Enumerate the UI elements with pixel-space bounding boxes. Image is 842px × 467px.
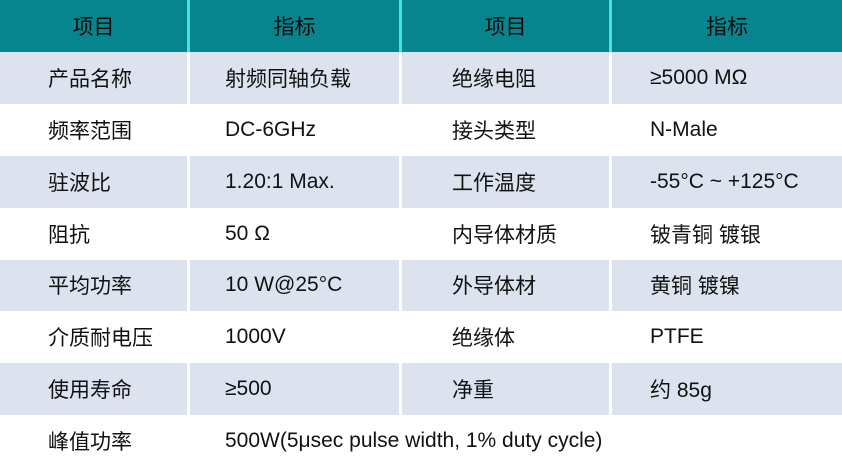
spec-label-cell: 使用寿命 — [0, 363, 190, 416]
spec-value-cell: 1000V — [190, 311, 402, 364]
header-cell-item-right: 项目 — [402, 0, 612, 52]
spec-label-cell: 产品名称 — [0, 52, 190, 104]
spec-value-cell: N-Male — [612, 103, 842, 156]
spec-value-cell: 约 85g — [612, 363, 842, 416]
spec-label-cell: 介质耐电压 — [0, 311, 190, 364]
header-cell-spec-right: 指标 — [612, 0, 842, 52]
spec-label-cell: 绝缘体 — [402, 311, 612, 364]
spec-label-cell: 接头类型 — [402, 103, 612, 156]
spec-label-cell: 内导体材质 — [402, 207, 612, 260]
spec-value-cell: ≥500 — [190, 363, 402, 416]
spec-label-cell: 阻抗 — [0, 207, 190, 260]
spec-value-cell: 500W(5μsec pulse width, 1% duty cycle) — [190, 415, 842, 467]
header-cell-item-left: 项目 — [0, 0, 190, 52]
spec-value-cell: PTFE — [612, 311, 842, 364]
spec-label-cell: 驻波比 — [0, 155, 190, 208]
spec-value-cell: 铍青铜 镀银 — [612, 207, 842, 260]
spec-label-cell: 外导体材 — [402, 259, 612, 312]
spec-value-cell: 1.20:1 Max. — [190, 155, 402, 208]
spec-value-cell: DC-6GHz — [190, 103, 402, 156]
spec-value-cell: -55°C ~ +125°C — [612, 155, 842, 208]
spec-label-cell: 工作温度 — [402, 155, 612, 208]
spec-value-cell: 50 Ω — [190, 207, 402, 260]
header-cell-spec-left: 指标 — [190, 0, 402, 52]
spec-label-cell: 平均功率 — [0, 259, 190, 312]
spec-label-cell: 峰值功率 — [0, 415, 190, 467]
spec-label-cell: 频率范围 — [0, 103, 190, 156]
spec-label-cell: 净重 — [402, 363, 612, 416]
spec-value-cell: 10 W@25°C — [190, 259, 402, 312]
spec-value-cell: 射频同轴负载 — [190, 52, 402, 104]
spec-label-cell: 绝缘电阻 — [402, 52, 612, 104]
spec-value-cell: 黄铜 镀镍 — [612, 259, 842, 312]
spec-value-cell: ≥5000 MΩ — [612, 52, 842, 104]
